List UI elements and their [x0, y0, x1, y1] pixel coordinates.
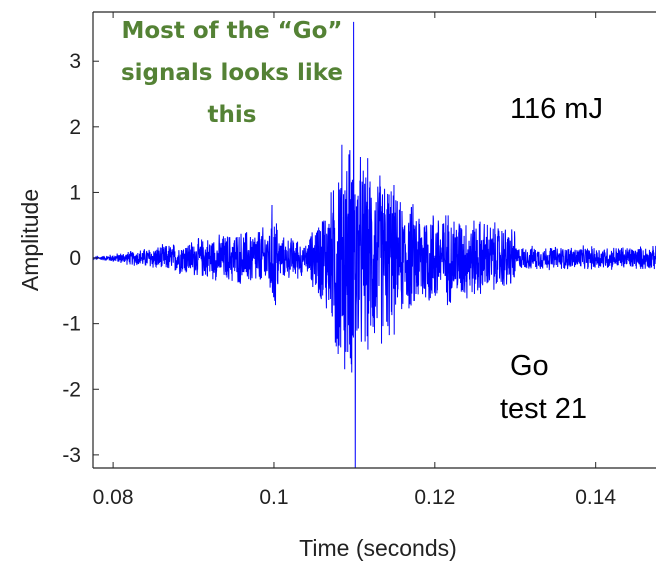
x-tick-label: 0.14	[575, 486, 616, 509]
ticks: 0.08 0.1 0.12 0.14 3 2 1 0 -1 -2 -3	[62, 12, 616, 509]
y-tick-label: 0	[69, 247, 81, 270]
signal-layer	[93, 21, 656, 468]
callout-note: Most of the “Go” signals looks like this	[78, 10, 386, 136]
y-tick-label: 1	[69, 181, 81, 204]
y-tick-label: 2	[69, 116, 81, 139]
x-tick-label: 0.1	[259, 486, 288, 509]
go-annotation: Go	[510, 350, 549, 382]
test-annotation: test 21	[500, 393, 587, 425]
y-tick-label: 3	[69, 50, 81, 73]
energy-annotation: 116 mJ	[510, 93, 603, 125]
x-axis-title: Time (seconds)	[299, 535, 457, 561]
callout-line-3: this	[207, 102, 257, 128]
callout-line-1: Most of the “Go”	[121, 18, 343, 44]
y-tick-label: -2	[62, 378, 81, 401]
y-axis-title: Amplitude	[17, 189, 43, 291]
y-tick-label: -3	[62, 444, 81, 467]
signal-line	[93, 21, 656, 468]
x-tick-label: 0.12	[414, 486, 455, 509]
callout-line-2: signals looks like	[120, 60, 344, 86]
y-tick-label: -1	[62, 313, 81, 336]
axes	[92, 11, 656, 469]
x-tick-label: 0.08	[93, 486, 134, 509]
